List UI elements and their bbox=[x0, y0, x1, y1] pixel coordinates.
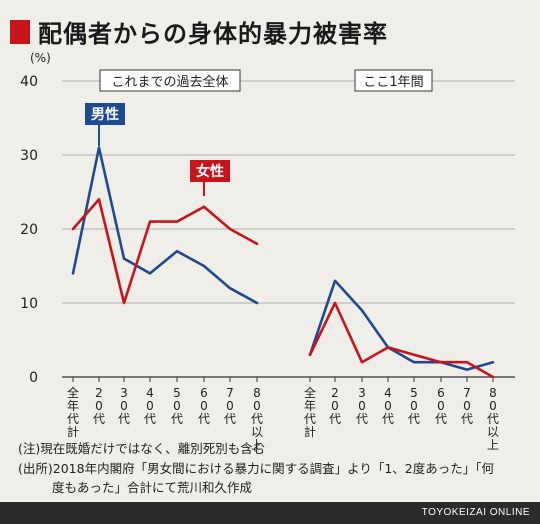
title-marker bbox=[10, 19, 30, 44]
x-tick-label: 全年代計 bbox=[304, 385, 316, 439]
series-line-year-0 bbox=[308, 279, 495, 371]
series-line-total-1 bbox=[71, 198, 259, 305]
chart-title: 配偶者からの身体的暴力被害率 bbox=[38, 20, 388, 48]
panel-label-box bbox=[99, 69, 241, 92]
source-text-continued: 度もあった」合計にて荒川和久作成 bbox=[52, 480, 253, 495]
panel-label: ここ1年間 bbox=[363, 75, 423, 90]
panel-label-box bbox=[354, 69, 433, 92]
y-tick-label: 10 bbox=[20, 296, 38, 312]
series-line-year-1 bbox=[308, 301, 495, 379]
chart-title-block: 配偶者からの身体的暴力被害率 bbox=[10, 14, 388, 49]
legend-label: 男性 bbox=[91, 106, 119, 123]
y-tick-label: 20 bbox=[20, 222, 38, 238]
y-tick-label: 30 bbox=[20, 148, 38, 164]
source-text: (出所)2018年内閣府「男女間における暴力に関する調査」より「1、2度あった」… bbox=[18, 461, 494, 476]
y-tick-label: 0 bbox=[29, 370, 38, 386]
series-line-total-0 bbox=[71, 146, 259, 305]
x-tick-label: 全年代計 bbox=[67, 385, 79, 439]
legend-callout-box bbox=[85, 103, 125, 125]
note-text: (注)現在既婚だけではなく、離別死別も含む bbox=[18, 441, 266, 456]
legend-label: 女性 bbox=[196, 163, 224, 180]
y-unit-label: (%) bbox=[30, 51, 51, 65]
y-tick-label: 40 bbox=[20, 74, 38, 90]
x-tick-label: 8 0 代以上 bbox=[487, 386, 499, 452]
footer-brand: TOYOKEIZAI ONLINE bbox=[0, 502, 540, 524]
legend-callout-box bbox=[190, 160, 230, 182]
panel-label: これまでの過去全体 bbox=[111, 74, 228, 90]
x-tick-label: 8 0 代以上 bbox=[251, 386, 263, 452]
